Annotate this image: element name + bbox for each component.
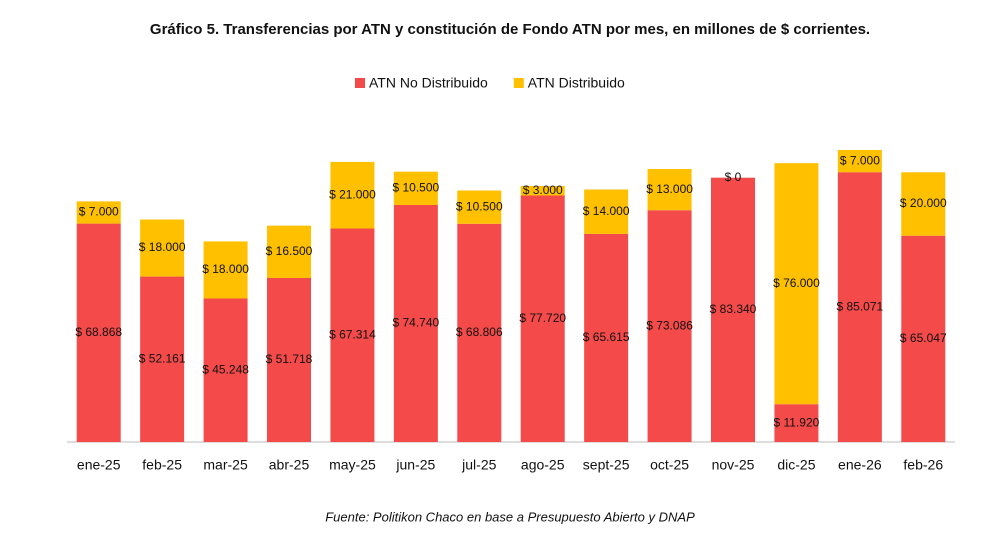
x-tick-label: dic-25 — [777, 457, 815, 473]
data-label: $ 52.161 — [139, 351, 186, 365]
bar-segment — [584, 233, 629, 442]
bar-segment — [457, 190, 502, 224]
bar-segment — [267, 277, 311, 442]
data-label: $ 83.340 — [710, 302, 757, 316]
data-label: $ 10.500 — [392, 180, 439, 194]
x-tick-label: ago-25 — [521, 457, 565, 473]
x-tick-label: mar-25 — [203, 457, 248, 473]
bar-segment — [774, 404, 819, 442]
x-tick-label: ene-25 — [77, 457, 121, 473]
bar-segment — [901, 235, 946, 442]
data-label: $ 73.086 — [646, 318, 693, 332]
bar-segment — [520, 185, 565, 196]
bar-segment — [901, 172, 946, 236]
bar-segment — [203, 241, 248, 299]
x-tick-label: feb-25 — [142, 457, 182, 473]
data-label: $ 77.720 — [519, 311, 566, 325]
bar-segment — [393, 204, 438, 442]
bar-segment — [647, 168, 692, 211]
data-label: $ 65.615 — [583, 330, 630, 344]
bar-segment — [647, 210, 692, 442]
data-label: $ 68.806 — [456, 325, 503, 339]
data-label: $ 0 — [725, 170, 742, 184]
bar-segment — [584, 189, 629, 234]
data-label: $ 18.000 — [202, 262, 249, 276]
x-tick-label: oct-25 — [650, 457, 689, 473]
data-label: $ 18.000 — [139, 240, 186, 254]
bar-segment — [774, 163, 819, 405]
legend-label: ATN Distribuido — [528, 75, 625, 91]
x-tick-label: jun-25 — [395, 457, 435, 473]
source: Fuente: Politikon Chaco en base a Presup… — [325, 509, 695, 524]
data-label: $ 21.000 — [329, 187, 376, 201]
x-tick-label: may-25 — [329, 457, 376, 473]
chart-title: Gráfico 5. Transferencias por ATN y cons… — [150, 21, 870, 38]
data-label: $ 85.071 — [836, 299, 883, 313]
x-tick-label: feb-26 — [903, 457, 943, 473]
data-label: $ 74.740 — [392, 316, 439, 330]
legend-label: ATN No Distribuido — [369, 75, 488, 91]
data-label: $ 3.000 — [523, 183, 563, 197]
bar-segment — [140, 276, 185, 442]
bar-segment — [393, 171, 438, 205]
bar-segment — [330, 228, 375, 442]
bar-segment — [76, 223, 121, 442]
data-label: $ 7.000 — [79, 205, 119, 219]
legend-swatch — [355, 78, 365, 88]
x-tick-label: abr-25 — [269, 457, 310, 473]
data-label: $ 68.868 — [75, 325, 122, 339]
data-label: $ 16.500 — [266, 244, 313, 258]
x-tick-label: jul-25 — [461, 457, 496, 473]
bar-segment — [837, 150, 882, 173]
x-tick-label: nov-25 — [712, 457, 755, 473]
data-label: $ 20.000 — [900, 196, 947, 210]
data-label: $ 13.000 — [646, 182, 693, 196]
bar-segment — [267, 225, 311, 278]
x-tick-label: ene-26 — [838, 457, 882, 473]
bar-segment — [837, 172, 882, 442]
data-label: $ 67.314 — [329, 327, 376, 341]
data-label: $ 10.500 — [456, 199, 503, 213]
bar-segment — [520, 195, 565, 442]
data-label: $ 14.000 — [583, 204, 630, 218]
x-tick-label: sept-25 — [583, 457, 630, 473]
bar-segment — [711, 177, 755, 442]
data-label: $ 11.920 — [774, 415, 820, 429]
data-label: $ 76.000 — [773, 276, 820, 290]
bar-segment — [203, 298, 248, 442]
bar-segment — [330, 161, 375, 229]
data-label: $ 65.047 — [900, 331, 947, 345]
bar-segment — [140, 219, 185, 277]
data-label: $ 51.718 — [266, 352, 313, 366]
bar-segment — [457, 223, 502, 442]
legend-swatch — [513, 78, 524, 88]
data-label: $ 7.000 — [840, 153, 880, 167]
data-label: $ 45.248 — [202, 362, 249, 376]
bar-segment — [76, 201, 121, 224]
